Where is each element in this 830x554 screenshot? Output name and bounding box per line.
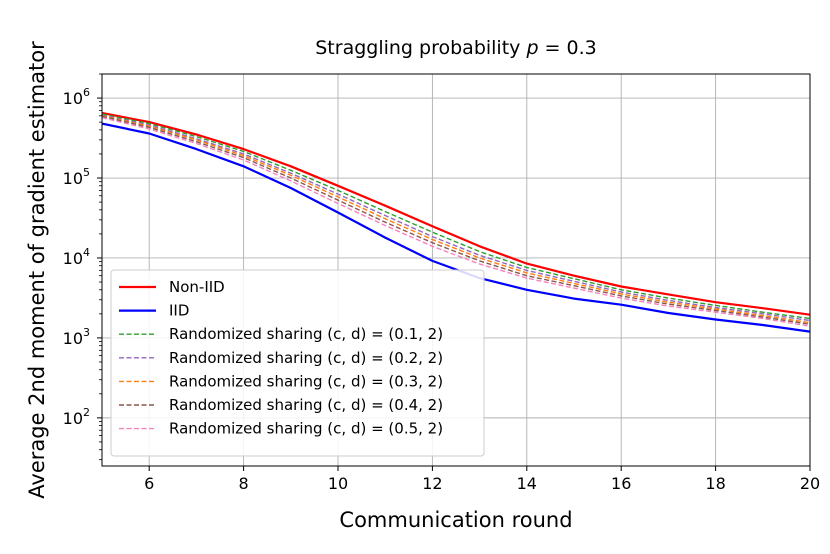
legend-frame [110, 269, 485, 457]
x-tick-label: 20 [800, 474, 820, 493]
x-tick-label: 6 [144, 474, 154, 493]
y-tick-base: 10 [63, 329, 83, 348]
y-tick-exponent: 5 [83, 166, 90, 179]
legend-label: Randomized sharing (c, d) = (0.2, 2) [169, 349, 443, 367]
y-tick-base: 10 [63, 249, 83, 268]
x-tick-label: 14 [517, 474, 537, 493]
legend-label: Non-IID [169, 278, 225, 296]
y-tick-label: 104 [63, 246, 90, 268]
series-line [102, 111, 810, 316]
series-line [102, 116, 810, 327]
x-tick-label: 18 [705, 474, 725, 493]
x-tick-label: 8 [239, 474, 249, 493]
title-italic-p: p [525, 37, 538, 59]
series-line [102, 115, 810, 325]
series-line [102, 115, 810, 324]
y-tick-exponent: 6 [83, 86, 90, 99]
y-tick-label: 106 [63, 86, 90, 108]
y-axis-label: Average 2nd moment of gradient estimator [25, 41, 49, 499]
y-tick-exponent: 2 [83, 406, 90, 419]
x-tick-label: 16 [611, 474, 631, 493]
legend-label: Randomized sharing (c, d) = (0.4, 2) [169, 396, 443, 414]
chart-title: Straggling probability p = 0.3 [315, 37, 596, 59]
title-value: = 0.3 [539, 37, 597, 59]
y-tick-label: 105 [63, 166, 90, 188]
title-text: Straggling probability [315, 37, 526, 59]
y-tick-base: 10 [63, 409, 83, 428]
legend: Non-IID IID Randomized sharing (c, d) = (0… [110, 269, 485, 457]
y-tick-label: 102 [63, 406, 90, 428]
y-tick-exponent: 4 [83, 246, 90, 259]
series-line [102, 114, 810, 322]
legend-label: IID [169, 302, 189, 320]
y-tick-label: 103 [63, 326, 90, 348]
legend-label: Randomized sharing (c, d) = (0.5, 2) [169, 420, 443, 438]
y-tick-base: 10 [63, 89, 83, 108]
legend-label: Randomized sharing (c, d) = (0.1, 2) [169, 325, 443, 343]
y-tick-exponent: 3 [83, 326, 90, 339]
legend-label: Randomized sharing (c, d) = (0.3, 2) [169, 372, 443, 390]
series-line [102, 113, 810, 320]
x-tick-label: 10 [328, 474, 348, 493]
y-tick-base: 10 [63, 169, 83, 188]
x-axis-label: Communication round [339, 508, 572, 532]
x-tick-label: 12 [422, 474, 442, 493]
